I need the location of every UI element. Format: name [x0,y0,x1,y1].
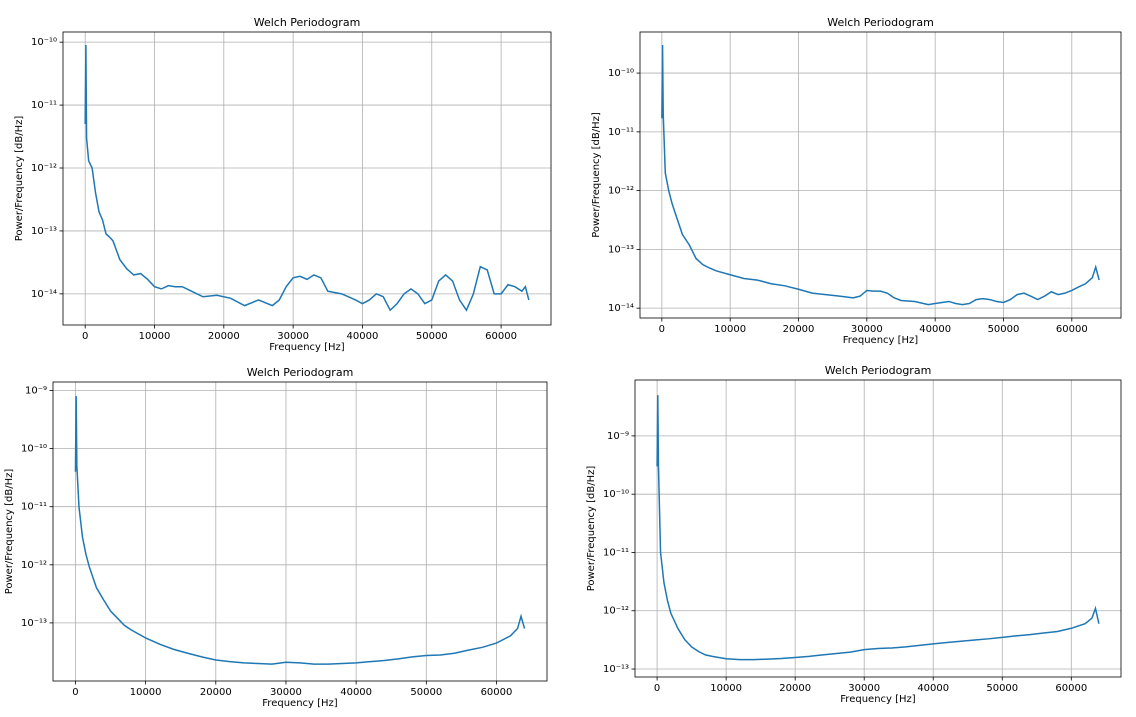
x-tick-label: 60000 [481,687,513,698]
y-tick-label: 10⁻¹¹ [603,547,629,558]
x-tick-label: 30000 [851,324,883,335]
data-line [661,45,1100,306]
x-tick-label: 50000 [986,683,1018,694]
x-tick-label: 10000 [710,683,742,694]
y-tick-label: 10⁻¹³ [603,664,629,675]
x-tick-label: 40000 [919,324,951,335]
y-tick-label: 10⁻¹³ [608,244,634,255]
chart-title: Welch Periodogram [254,16,361,29]
x-tick-label: 20000 [779,683,811,694]
x-tick-label: 10000 [130,687,162,698]
x-tick-label: 60000 [1056,324,1088,335]
x-tick-label: 10000 [139,331,171,342]
x-tick-label: 30000 [270,687,302,698]
x-axis-label: Frequency [Hz] [843,335,919,346]
subplot: 0 10000 20000 30000 40000 50000 60000 10⁻⁹ 10⁻¹⁰… [586,364,1122,705]
x-tick-label: 20000 [208,331,240,342]
x-tick-label: 0 [72,687,78,698]
x-axis-label: Frequency [Hz] [262,698,338,709]
y-tick-label: 10⁻¹¹ [608,127,634,138]
x-tick-label: 20000 [200,687,232,698]
y-tick-label: 10⁻¹⁰ [31,37,57,48]
x-tick-label: 40000 [340,687,372,698]
y-axis-label: Power/Frequency [dB/Hz] [591,112,602,238]
plot-frame [52,381,548,682]
y-tick-label: 10⁻¹⁴ [31,289,57,300]
y-axis-label: Power/Frequency [dB/Hz] [4,469,15,595]
y-tick-label: 10⁻¹⁰ [21,444,47,455]
y-tick-label: 10⁻¹¹ [21,502,47,513]
plot-frame [639,31,1122,319]
x-axis-label: Frequency [Hz] [269,342,345,353]
x-tick-label: 60000 [485,331,517,342]
subplot: 0 10000 20000 30000 40000 50000 60000 10⁻¹⁰ 10⁻¹… [591,16,1122,346]
x-tick-label: 0 [82,331,88,342]
x-tick-label: 0 [654,683,660,694]
x-tick-label: 30000 [277,331,309,342]
y-tick-label: 10⁻¹⁰ [608,68,634,79]
x-tick-label: 60000 [1055,683,1087,694]
chart-title: Welch Periodogram [825,364,932,377]
chart-title: Welch Periodogram [247,366,354,379]
y-tick-label: 10⁻¹⁰ [603,489,629,500]
y-tick-label: 10⁻¹³ [21,618,47,629]
x-tick-label: 40000 [917,683,949,694]
x-tick-label: 20000 [783,324,815,335]
plot-frame [634,379,1122,678]
plot-frame [62,31,552,326]
y-tick-label: 10⁻¹² [21,560,47,571]
y-tick-label: 10⁻¹³ [31,226,57,237]
x-tick-label: 40000 [347,331,379,342]
x-tick-label: 30000 [848,683,880,694]
x-tick-label: 0 [659,324,665,335]
data-line [74,396,526,665]
y-axis-label: Power/Frequency [dB/Hz] [586,466,597,592]
x-tick-label: 50000 [410,687,442,698]
chart-title: Welch Periodogram [827,16,934,29]
y-tick-label: 10⁻¹¹ [31,100,57,111]
x-axis-label: Frequency [Hz] [840,694,916,705]
x-tick-label: 10000 [714,324,746,335]
subplot: 0 10000 20000 30000 40000 50000 60000 10⁻⁹ 10⁻¹⁰… [4,366,548,709]
y-axis-label: Power/Frequency [dB/Hz] [14,116,25,242]
y-tick-label: 10⁻¹⁴ [608,303,634,314]
y-tick-label: 10⁻⁹ [25,385,47,396]
y-tick-label: 10⁻⁹ [607,431,629,442]
subplot: 0 10000 20000 30000 40000 50000 60000 10⁻¹⁰ 10⁻¹… [14,16,552,353]
y-tick-label: 10⁻¹² [608,186,634,197]
y-tick-label: 10⁻¹² [31,163,57,174]
data-line [84,45,530,312]
data-line [656,395,1100,661]
x-tick-label: 50000 [988,324,1020,335]
x-tick-label: 50000 [416,331,448,342]
y-tick-label: 10⁻¹² [603,606,629,617]
